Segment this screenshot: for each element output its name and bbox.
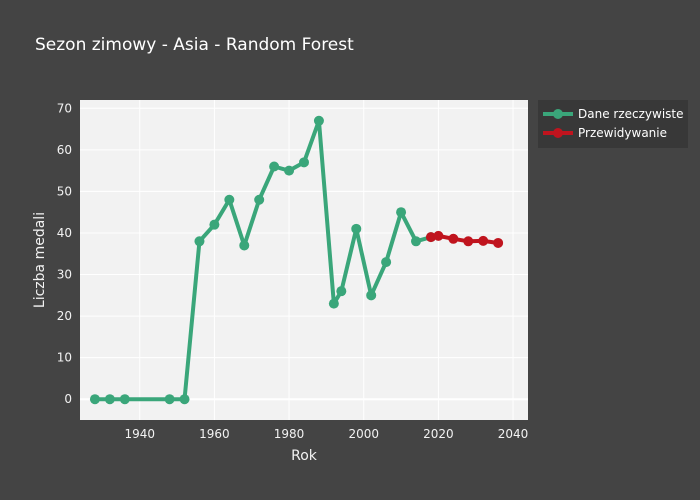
y-tick-label: 30 — [57, 268, 72, 282]
x-tick-label: 1960 — [199, 427, 230, 441]
data-point[interactable] — [328, 298, 339, 309]
x-tick-label: 2040 — [498, 427, 529, 441]
data-point[interactable] — [284, 165, 295, 176]
data-point[interactable] — [179, 394, 190, 405]
x-axis-title: Rok — [291, 448, 318, 464]
data-point[interactable] — [269, 161, 280, 172]
data-point[interactable] — [351, 223, 362, 234]
legend-label[interactable]: Przewidywanie — [578, 126, 667, 140]
data-point[interactable] — [493, 237, 504, 248]
data-point[interactable] — [194, 236, 205, 247]
legend-marker[interactable] — [553, 128, 563, 138]
data-point[interactable] — [209, 219, 220, 230]
series-layer — [89, 115, 504, 405]
y-tick-label: 60 — [57, 143, 72, 157]
x-tick-label: 1940 — [124, 427, 155, 441]
data-point[interactable] — [104, 394, 115, 405]
x-tick-label: 1980 — [274, 427, 305, 441]
y-tick-label: 20 — [57, 309, 72, 323]
chart-title: Sezon zimowy - Asia - Random Forest — [35, 35, 354, 55]
data-point[interactable] — [478, 235, 489, 246]
y-tick-label: 70 — [57, 101, 72, 115]
data-point[interactable] — [164, 394, 175, 405]
data-point[interactable] — [254, 194, 265, 205]
data-point[interactable] — [381, 257, 392, 268]
series-line-0 — [92, 118, 433, 402]
y-tick-label: 40 — [57, 226, 72, 240]
x-tick-label: 2020 — [423, 427, 454, 441]
x-tick-label: 2000 — [348, 427, 379, 441]
legend-label[interactable]: Dane rzeczywiste — [578, 107, 684, 121]
data-point[interactable] — [448, 233, 459, 244]
tick-labels: 0 10 20 30 40 50 60 70 1940 1960 1980 2000 2020 2040 — [57, 101, 529, 441]
data-point[interactable] — [299, 157, 309, 168]
data-point[interactable] — [463, 236, 474, 247]
data-point[interactable] — [425, 232, 436, 243]
legend[interactable]: Dane rzeczywiste Przewidywanie — [538, 100, 688, 148]
legend-box — [538, 100, 688, 148]
data-point[interactable] — [366, 290, 377, 301]
data-point[interactable] — [313, 115, 324, 126]
data-point[interactable] — [224, 194, 235, 205]
grid — [80, 100, 528, 420]
y-tick-label: 50 — [57, 184, 72, 198]
data-point[interactable] — [336, 286, 347, 297]
data-point[interactable] — [411, 236, 421, 247]
data-point[interactable] — [119, 394, 130, 405]
data-point[interactable] — [239, 240, 250, 251]
data-point[interactable] — [433, 230, 444, 241]
data-point[interactable] — [396, 207, 407, 218]
y-tick-label: 0 — [64, 392, 72, 406]
y-axis-title: Liczba medali — [32, 212, 48, 308]
plot-area — [80, 100, 528, 420]
data-point[interactable] — [89, 394, 100, 405]
legend-marker[interactable] — [553, 109, 563, 119]
y-tick-label: 10 — [57, 351, 72, 365]
